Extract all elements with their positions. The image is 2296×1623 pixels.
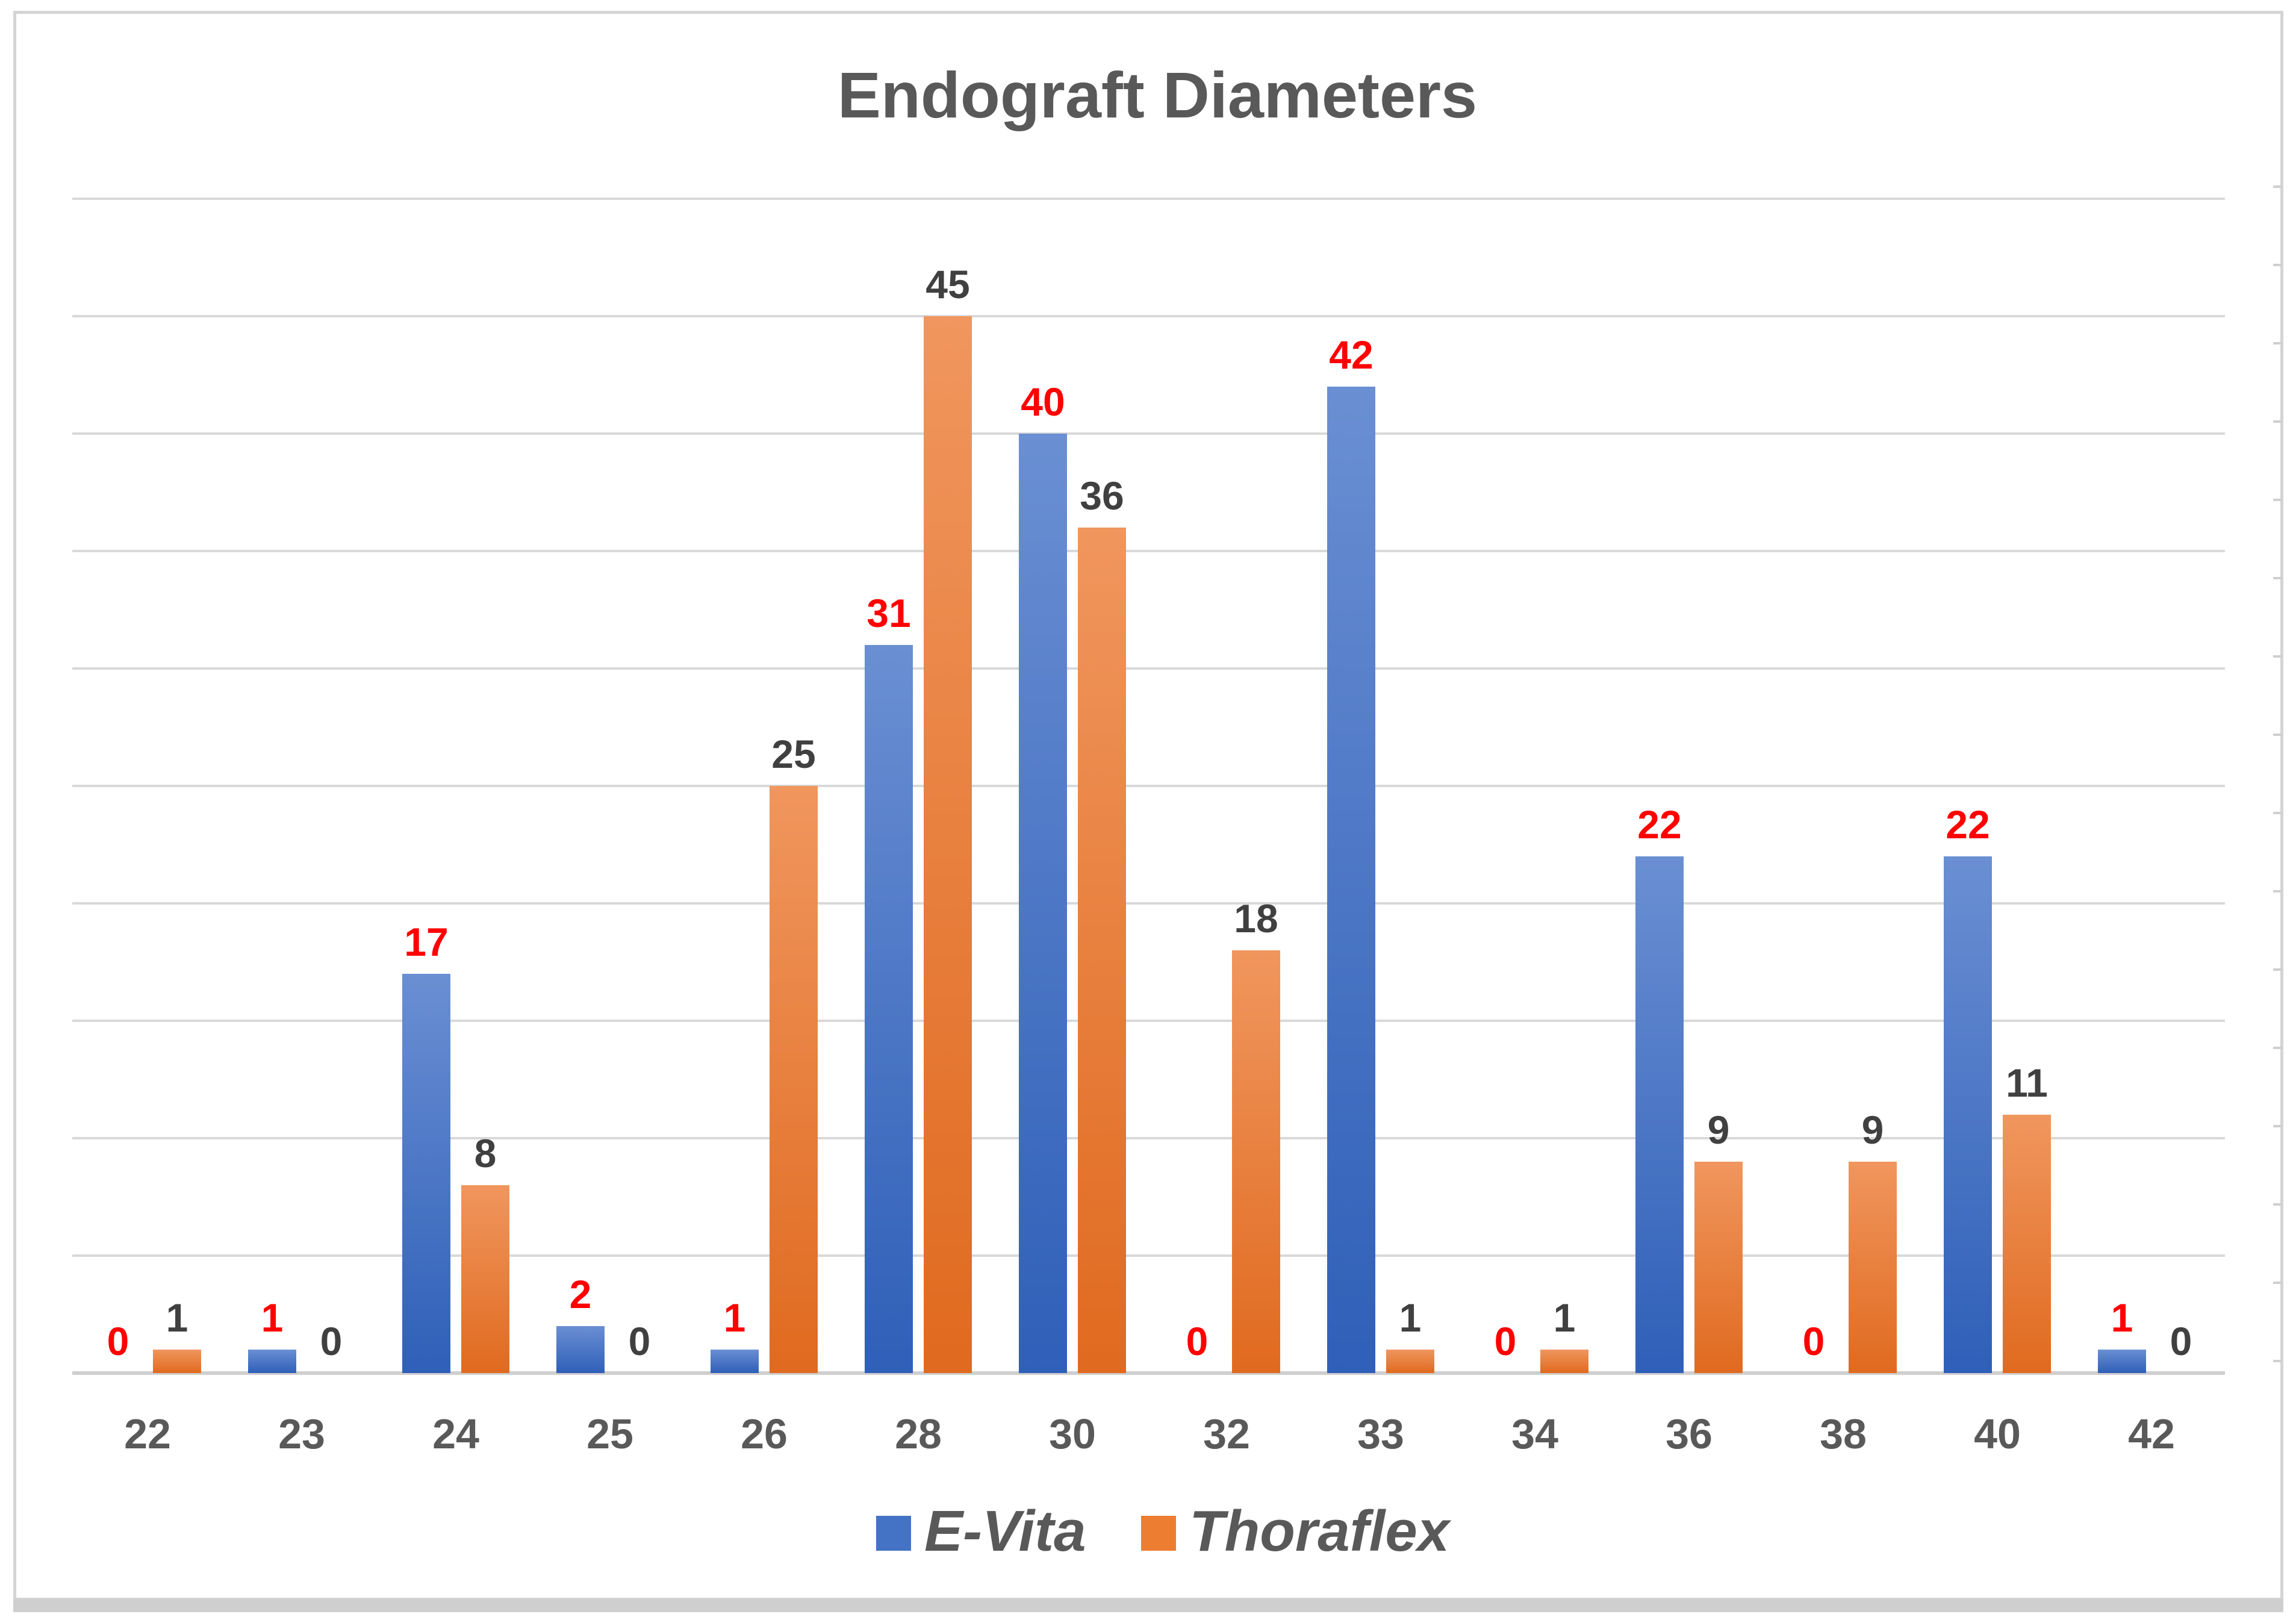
data-label-e-vita-33: 42 bbox=[1329, 332, 1373, 377]
x-tick-label: 24 bbox=[432, 1410, 479, 1457]
data-label-e-vita-22: 0 bbox=[107, 1319, 129, 1363]
bar-thoraflex-36 bbox=[1694, 1162, 1743, 1373]
bar-e-vita-26 bbox=[711, 1350, 759, 1373]
data-label-thoraflex-24: 8 bbox=[474, 1131, 497, 1176]
x-tick-label: 42 bbox=[2128, 1410, 2175, 1457]
data-label-thoraflex-34: 1 bbox=[1554, 1295, 1576, 1340]
bar-e-vita-40 bbox=[1944, 856, 1992, 1373]
data-label-thoraflex-30: 36 bbox=[1080, 473, 1124, 518]
bar-thoraflex-33 bbox=[1386, 1350, 1434, 1373]
bar-e-vita-28 bbox=[865, 645, 913, 1373]
bar-thoraflex-24 bbox=[461, 1185, 509, 1373]
bars bbox=[153, 316, 2146, 1373]
x-axis-ticks: 22 23 24 25 26 28 30 32 33 34 36 38 40 42 bbox=[124, 1410, 2175, 1457]
data-label-thoraflex-40: 11 bbox=[2006, 1061, 2048, 1105]
data-label-e-vita-42: 1 bbox=[2111, 1295, 2133, 1340]
data-label-e-vita-32: 0 bbox=[1186, 1319, 1209, 1363]
data-label-thoraflex-28: 45 bbox=[926, 262, 969, 307]
bar-e-vita-36 bbox=[1635, 856, 1684, 1373]
bar-e-vita-30 bbox=[1019, 434, 1067, 1373]
frame-shadow bbox=[13, 1599, 2283, 1612]
bar-thoraflex-40 bbox=[2003, 1115, 2051, 1373]
bar-thoraflex-28 bbox=[924, 316, 972, 1373]
data-label-e-vita-23: 1 bbox=[261, 1295, 284, 1340]
x-tick-label: 33 bbox=[1357, 1410, 1404, 1457]
x-tick-label: 23 bbox=[278, 1410, 325, 1457]
x-tick-label: 36 bbox=[1666, 1410, 1713, 1457]
bar-e-vita-33 bbox=[1327, 387, 1375, 1373]
x-tick-label: 40 bbox=[1974, 1410, 2021, 1457]
data-label-thoraflex-36: 9 bbox=[1708, 1107, 1730, 1152]
bar-thoraflex-38 bbox=[1849, 1162, 1897, 1373]
data-label-thoraflex-23: 0 bbox=[320, 1319, 343, 1363]
x-tick-label: 34 bbox=[1511, 1410, 1558, 1457]
chart-frame bbox=[13, 11, 2283, 1601]
bar-thoraflex-32 bbox=[1232, 950, 1280, 1373]
data-label-thoraflex-32: 18 bbox=[1234, 896, 1278, 941]
legend-swatch-e-vita bbox=[876, 1516, 911, 1551]
x-tick-label: 38 bbox=[1820, 1410, 1867, 1457]
legend-swatch-thoraflex bbox=[1141, 1516, 1176, 1551]
bar-thoraflex-26 bbox=[770, 786, 818, 1373]
data-label-e-vita-25: 2 bbox=[570, 1272, 592, 1316]
bar-thoraflex-22 bbox=[153, 1350, 201, 1373]
data-label-e-vita-40: 22 bbox=[1946, 802, 1990, 847]
x-tick-label: 28 bbox=[895, 1410, 942, 1457]
legend-label-thoraflex: Thoraflex bbox=[1189, 1499, 1452, 1563]
bar-thoraflex-30 bbox=[1078, 528, 1126, 1373]
bar-thoraflex-34 bbox=[1540, 1350, 1588, 1373]
x-tick-label: 22 bbox=[124, 1410, 171, 1457]
data-label-thoraflex-22: 1 bbox=[166, 1295, 188, 1340]
bar-e-vita-23 bbox=[248, 1350, 296, 1373]
x-tick-label: 30 bbox=[1049, 1410, 1096, 1457]
data-label-e-vita-36: 22 bbox=[1637, 802, 1681, 847]
legend: E-Vita Thoraflex bbox=[876, 1499, 1452, 1563]
legend-label-e-vita: E-Vita bbox=[924, 1499, 1086, 1563]
bar-e-vita-24 bbox=[402, 974, 450, 1373]
gridlines bbox=[72, 185, 2282, 1375]
data-label-thoraflex-42: 0 bbox=[2170, 1319, 2192, 1363]
data-label-thoraflex-25: 0 bbox=[629, 1319, 651, 1363]
data-label-e-vita-38: 0 bbox=[1803, 1319, 1825, 1363]
x-tick-label: 25 bbox=[586, 1410, 633, 1457]
x-tick-label: 32 bbox=[1203, 1410, 1250, 1457]
bar-e-vita-42 bbox=[2098, 1350, 2146, 1373]
chart-title: Endograft Diameters bbox=[838, 58, 1477, 131]
data-label-thoraflex-26: 25 bbox=[771, 732, 815, 776]
data-label-thoraflex-33: 1 bbox=[1399, 1295, 1422, 1340]
data-label-thoraflex-38: 9 bbox=[1862, 1107, 1884, 1152]
data-label-e-vita-24: 17 bbox=[404, 920, 448, 964]
data-label-e-vita-34: 0 bbox=[1495, 1319, 1517, 1363]
data-label-e-vita-30: 40 bbox=[1021, 379, 1065, 424]
bar-e-vita-25 bbox=[556, 1326, 605, 1373]
data-label-e-vita-28: 31 bbox=[866, 591, 910, 635]
x-tick-label: 26 bbox=[741, 1410, 788, 1457]
data-label-e-vita-26: 1 bbox=[724, 1295, 746, 1340]
